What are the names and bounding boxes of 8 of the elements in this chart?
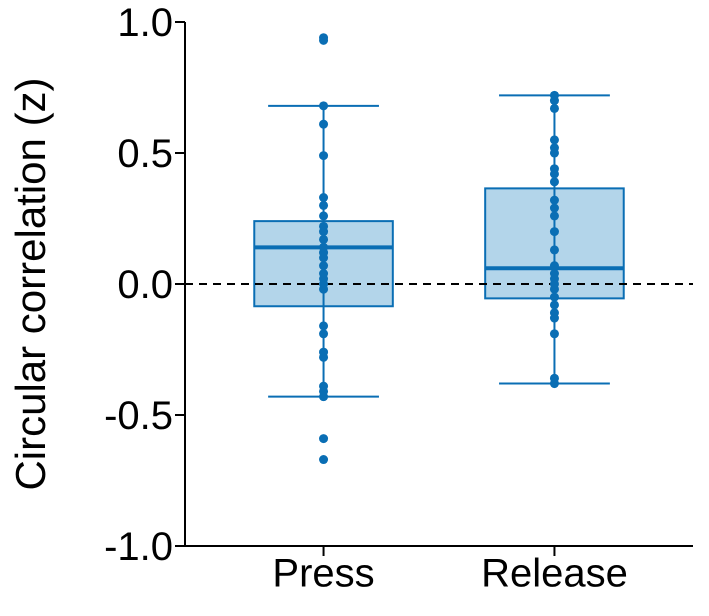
y-tick-label: 1.0 xyxy=(117,1,173,46)
y-axis-title: Circular correlation (z) xyxy=(6,77,54,491)
y-tick-label: 0.5 xyxy=(117,132,173,176)
y-tick-label: -0.5 xyxy=(104,394,173,438)
x-tick-label: Press xyxy=(272,551,375,596)
y-tick-label: -1.0 xyxy=(104,525,173,570)
x-tick-label: Release xyxy=(481,551,628,596)
y-tick-label: 0.0 xyxy=(117,263,173,308)
